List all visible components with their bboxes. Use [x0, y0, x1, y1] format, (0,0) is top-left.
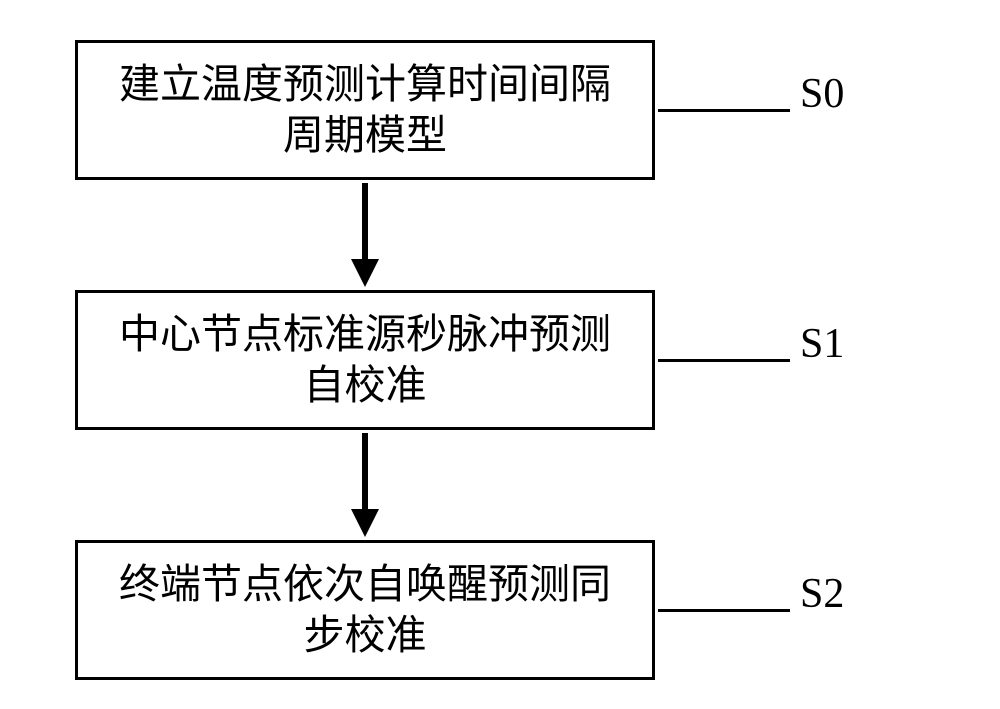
- arrow-down-icon: [351, 259, 379, 287]
- flow-step-text: 建立温度预测计算时间间隔周期模型: [119, 59, 611, 162]
- flow-step-s1: 中心节点标准源秒脉冲预测自校准: [75, 290, 655, 430]
- arrow-shaft: [362, 183, 368, 263]
- leader-line: [658, 609, 790, 612]
- flow-step-text: 中心节点标准源秒脉冲预测自校准: [119, 309, 611, 412]
- flow-step-s0: 建立温度预测计算时间间隔周期模型: [75, 40, 655, 180]
- step-label-s0: S0: [800, 70, 844, 118]
- step-label-s2: S2: [800, 570, 844, 618]
- arrow-down-icon: [351, 509, 379, 537]
- leader-line: [658, 359, 790, 362]
- arrow-shaft: [362, 433, 368, 513]
- step-label-s1: S1: [800, 320, 844, 368]
- flow-step-text: 终端节点依次自唤醒预测同步校准: [119, 559, 611, 662]
- flow-step-s2: 终端节点依次自唤醒预测同步校准: [75, 540, 655, 680]
- leader-line: [658, 109, 790, 112]
